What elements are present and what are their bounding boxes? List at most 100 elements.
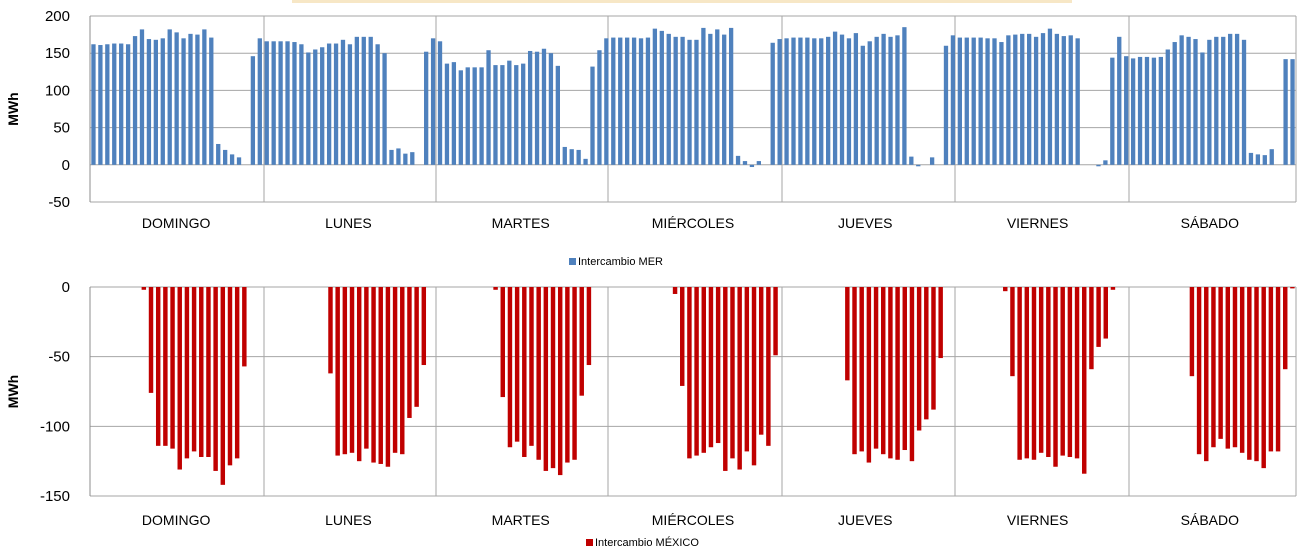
bar [112,43,117,165]
bar [209,37,214,165]
bar [421,287,427,366]
bar [1075,38,1080,165]
bar [819,38,824,165]
bar [139,29,145,165]
bar [1103,160,1108,165]
bar [356,287,362,462]
bar [486,50,491,165]
bar [874,36,879,165]
bar [285,41,290,165]
bar [866,287,872,463]
bar [770,42,775,165]
bar [271,41,276,165]
bar [631,37,637,165]
bar [744,287,750,452]
bar [424,51,429,165]
bar [407,287,412,418]
top-highlight-strip [292,0,1072,3]
bar [1196,287,1202,455]
y-axis-title: MWh [5,92,21,125]
bar [1165,49,1170,165]
bar [839,34,845,165]
bar [826,36,831,165]
bar [264,41,269,165]
bar [1038,287,1044,453]
bar [723,287,728,471]
bar [472,67,477,165]
bar [1200,52,1205,165]
bar [378,287,383,464]
bar [250,56,256,165]
x-category-label: MIÉRCOLES [652,215,734,231]
x-category-label: SÁBADO [1181,215,1239,231]
bar [1290,59,1295,165]
bar [1218,287,1223,439]
bar [191,287,197,452]
bar [1241,39,1247,165]
bar [737,287,742,470]
bar [91,44,96,165]
bar [342,287,348,455]
bar [957,37,962,165]
bar [292,42,297,165]
bar [507,287,513,448]
bar [1130,58,1136,165]
y-tick-label: 0 [62,279,70,296]
bar [805,37,810,165]
bar [396,148,401,165]
bar [604,38,609,165]
bar [701,287,706,453]
bar [541,48,547,165]
x-category-label: LUNES [325,512,372,528]
bar [625,37,630,165]
bar [202,29,207,165]
bar [458,70,463,165]
bar [766,287,771,446]
bar [375,44,380,165]
bar [1017,287,1022,460]
bar [845,287,850,381]
bar [881,33,886,165]
bar [444,63,450,165]
bar [229,154,235,165]
bar [522,287,527,457]
bar [1151,57,1157,165]
bar [749,164,755,168]
bar [1061,36,1066,165]
bar [1214,36,1219,165]
bar [895,287,900,460]
bar [931,287,936,410]
bar [853,33,859,165]
bar [708,287,714,448]
bar [306,52,311,165]
y-tick-label: -100 [40,418,70,435]
bar [500,65,505,165]
bar [119,43,124,165]
bar [909,156,914,165]
bar [916,287,922,431]
bar [534,51,540,165]
bar [364,287,369,449]
bar [701,27,706,165]
bar [1053,287,1058,467]
x-category-label: MIÉRCOLES [652,512,734,528]
bar [1060,287,1065,456]
bar [141,287,147,290]
bar [985,38,990,165]
bar [242,287,247,367]
bar [521,63,526,165]
bar [1261,287,1266,469]
bar [320,47,325,165]
bar [514,287,520,442]
bar [687,287,692,459]
bar [1033,36,1039,165]
bar [572,287,577,460]
bar [500,287,505,398]
legend-label: Intercambio MER [578,256,663,268]
bar [163,287,168,446]
bar [902,287,907,451]
bar [1247,287,1252,460]
bar [1024,287,1030,459]
bar [1248,152,1254,165]
bar [167,29,172,165]
